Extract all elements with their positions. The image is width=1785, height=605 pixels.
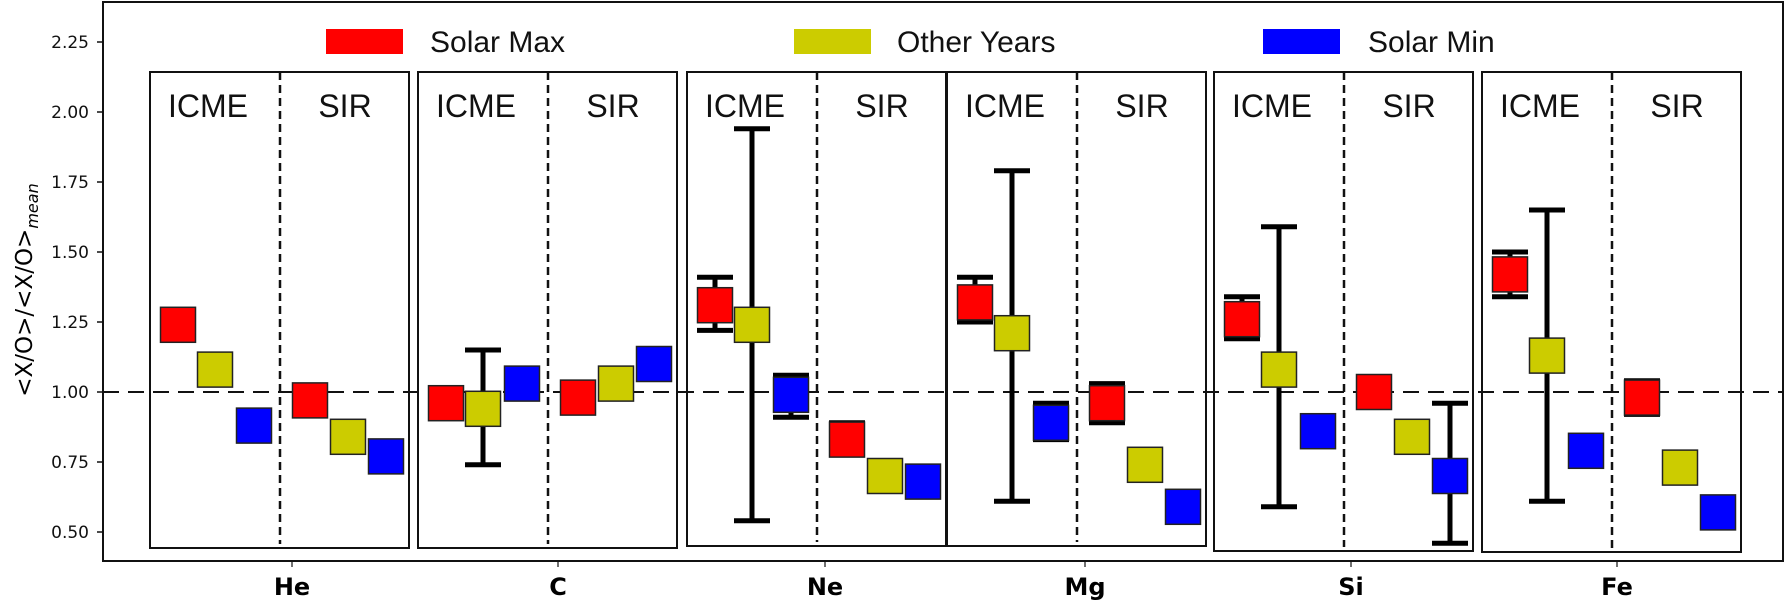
y-tick-label: 0.75 (51, 453, 89, 473)
axes-frame (102, 1, 1784, 562)
marker-other-years-sir-si (1393, 418, 1431, 456)
y-tick-label: 2.00 (51, 103, 89, 123)
panel-ne: ICME SIR (686, 71, 947, 547)
marker-solar-min-sir-fe (1699, 494, 1737, 531)
marker-solar-max-icme-ne (696, 286, 734, 324)
marker-solar-min-sir-si (1431, 457, 1469, 495)
x-tick-label-ne: Ne (807, 573, 843, 601)
x-tick-label-fe: Fe (1601, 573, 1633, 601)
panel-label-icme: ICME (1500, 88, 1580, 124)
marker-solar-max-sir-fe (1623, 379, 1661, 416)
marker-other-years-sir-fe (1661, 449, 1699, 486)
marker-solar-min-icme-si (1299, 412, 1337, 450)
panel-si: ICME SIR (1213, 71, 1474, 552)
marker-solar-min-sir-c (635, 345, 673, 383)
y-tick-label: 0.50 (51, 523, 89, 543)
marker-solar-max-sir-ne (828, 421, 866, 458)
legend-swatch (1263, 29, 1340, 54)
panel-label-icme: ICME (1232, 88, 1312, 124)
panel-label-icme: ICME (168, 88, 248, 124)
marker-solar-max-icme-mg (956, 284, 994, 321)
y-tick-label: 2.25 (51, 33, 89, 53)
legend-swatch (794, 29, 871, 54)
marker-solar-max-sir-si (1355, 373, 1393, 411)
marker-other-years-icme-c (464, 390, 502, 428)
panel-label-sir: SIR (318, 88, 371, 124)
x-tick-label-mg: Mg (1064, 573, 1105, 601)
markers (159, 256, 1737, 531)
error-bars (465, 126, 1660, 546)
panel-mg: ICME SIR (946, 71, 1207, 547)
x-tick-label-si: Si (1338, 573, 1364, 601)
marker-solar-min-sir-he (367, 438, 405, 475)
marker-solar-max-icme-si (1223, 300, 1261, 338)
legend-item-other-years: Other Years (794, 26, 1055, 59)
legend-label: Other Years (897, 26, 1055, 59)
panel-c: ICME SIR (417, 71, 678, 549)
legend: Solar Max Other Years Solar Min (326, 26, 1495, 59)
y-tick-label: 1.25 (51, 313, 89, 333)
panels: ICME SIR ICME SIR ICME SIR ICME SIR ICME SIR ICME S… (149, 71, 1742, 553)
marker-solar-max-icme-he (159, 306, 197, 344)
y-axis-label: <X/O>/<X/O>mean (12, 183, 42, 396)
marker-solar-min-icme-mg (1032, 404, 1070, 442)
marker-other-years-sir-c (597, 365, 635, 402)
marker-solar-min-icme-c (503, 365, 541, 402)
panel-he: ICME SIR (149, 71, 410, 549)
legend-swatch (326, 29, 403, 54)
y-tick-label: 1.50 (51, 243, 89, 263)
plot-axes: 0.50 0.75 1.00 1.25 1.50 1.75 2.00 2.25 He C Ne Mg S… (51, 1, 1784, 601)
marker-other-years-icme-he (196, 351, 234, 388)
panel-label-sir: SIR (1382, 88, 1435, 124)
legend-item-solar-max: Solar Max (326, 26, 565, 59)
y-axis-title: <X/O>/<X/O>mean (12, 183, 42, 396)
marker-solar-min-icme-fe (1567, 432, 1605, 470)
marker-solar-max-sir-mg (1088, 384, 1126, 422)
marker-other-years-icme-mg (993, 314, 1031, 352)
marker-solar-min-sir-ne (904, 463, 942, 500)
marker-solar-max-sir-c (559, 379, 597, 416)
marker-solar-max-icme-c (427, 384, 465, 422)
panel-label-icme: ICME (705, 88, 785, 124)
marker-other-years-sir-ne (866, 457, 904, 495)
marker-solar-min-sir-mg (1164, 488, 1202, 526)
marker-other-years-icme-fe (1528, 337, 1566, 374)
panel-label-sir: SIR (855, 88, 908, 124)
marker-solar-min-icme-ne (772, 376, 810, 414)
panel-label-icme: ICME (965, 88, 1045, 124)
y-tick-label: 1.00 (51, 383, 89, 403)
marker-other-years-sir-he (329, 418, 367, 456)
legend-label: Solar Max (430, 26, 565, 59)
legend-item-solar-min: Solar Min (1263, 26, 1495, 59)
panel-label-icme: ICME (436, 88, 516, 124)
marker-other-years-sir-mg (1126, 446, 1164, 484)
marker-other-years-icme-si (1260, 351, 1298, 388)
marker-solar-min-icme-he (235, 407, 273, 444)
y-tick-label: 1.75 (51, 173, 89, 193)
x-tick-label-he: He (274, 573, 310, 601)
panel-label-sir: SIR (1115, 88, 1168, 124)
marker-solar-max-sir-he (291, 382, 329, 419)
x-tick-label-c: C (549, 573, 567, 601)
marker-solar-max-icme-fe (1491, 256, 1529, 293)
marker-other-years-icme-ne (733, 306, 771, 344)
panel-label-sir: SIR (1650, 88, 1703, 124)
legend-label: Solar Min (1368, 26, 1495, 59)
panel-fe: ICME SIR (1481, 71, 1742, 553)
panel-label-sir: SIR (586, 88, 639, 124)
